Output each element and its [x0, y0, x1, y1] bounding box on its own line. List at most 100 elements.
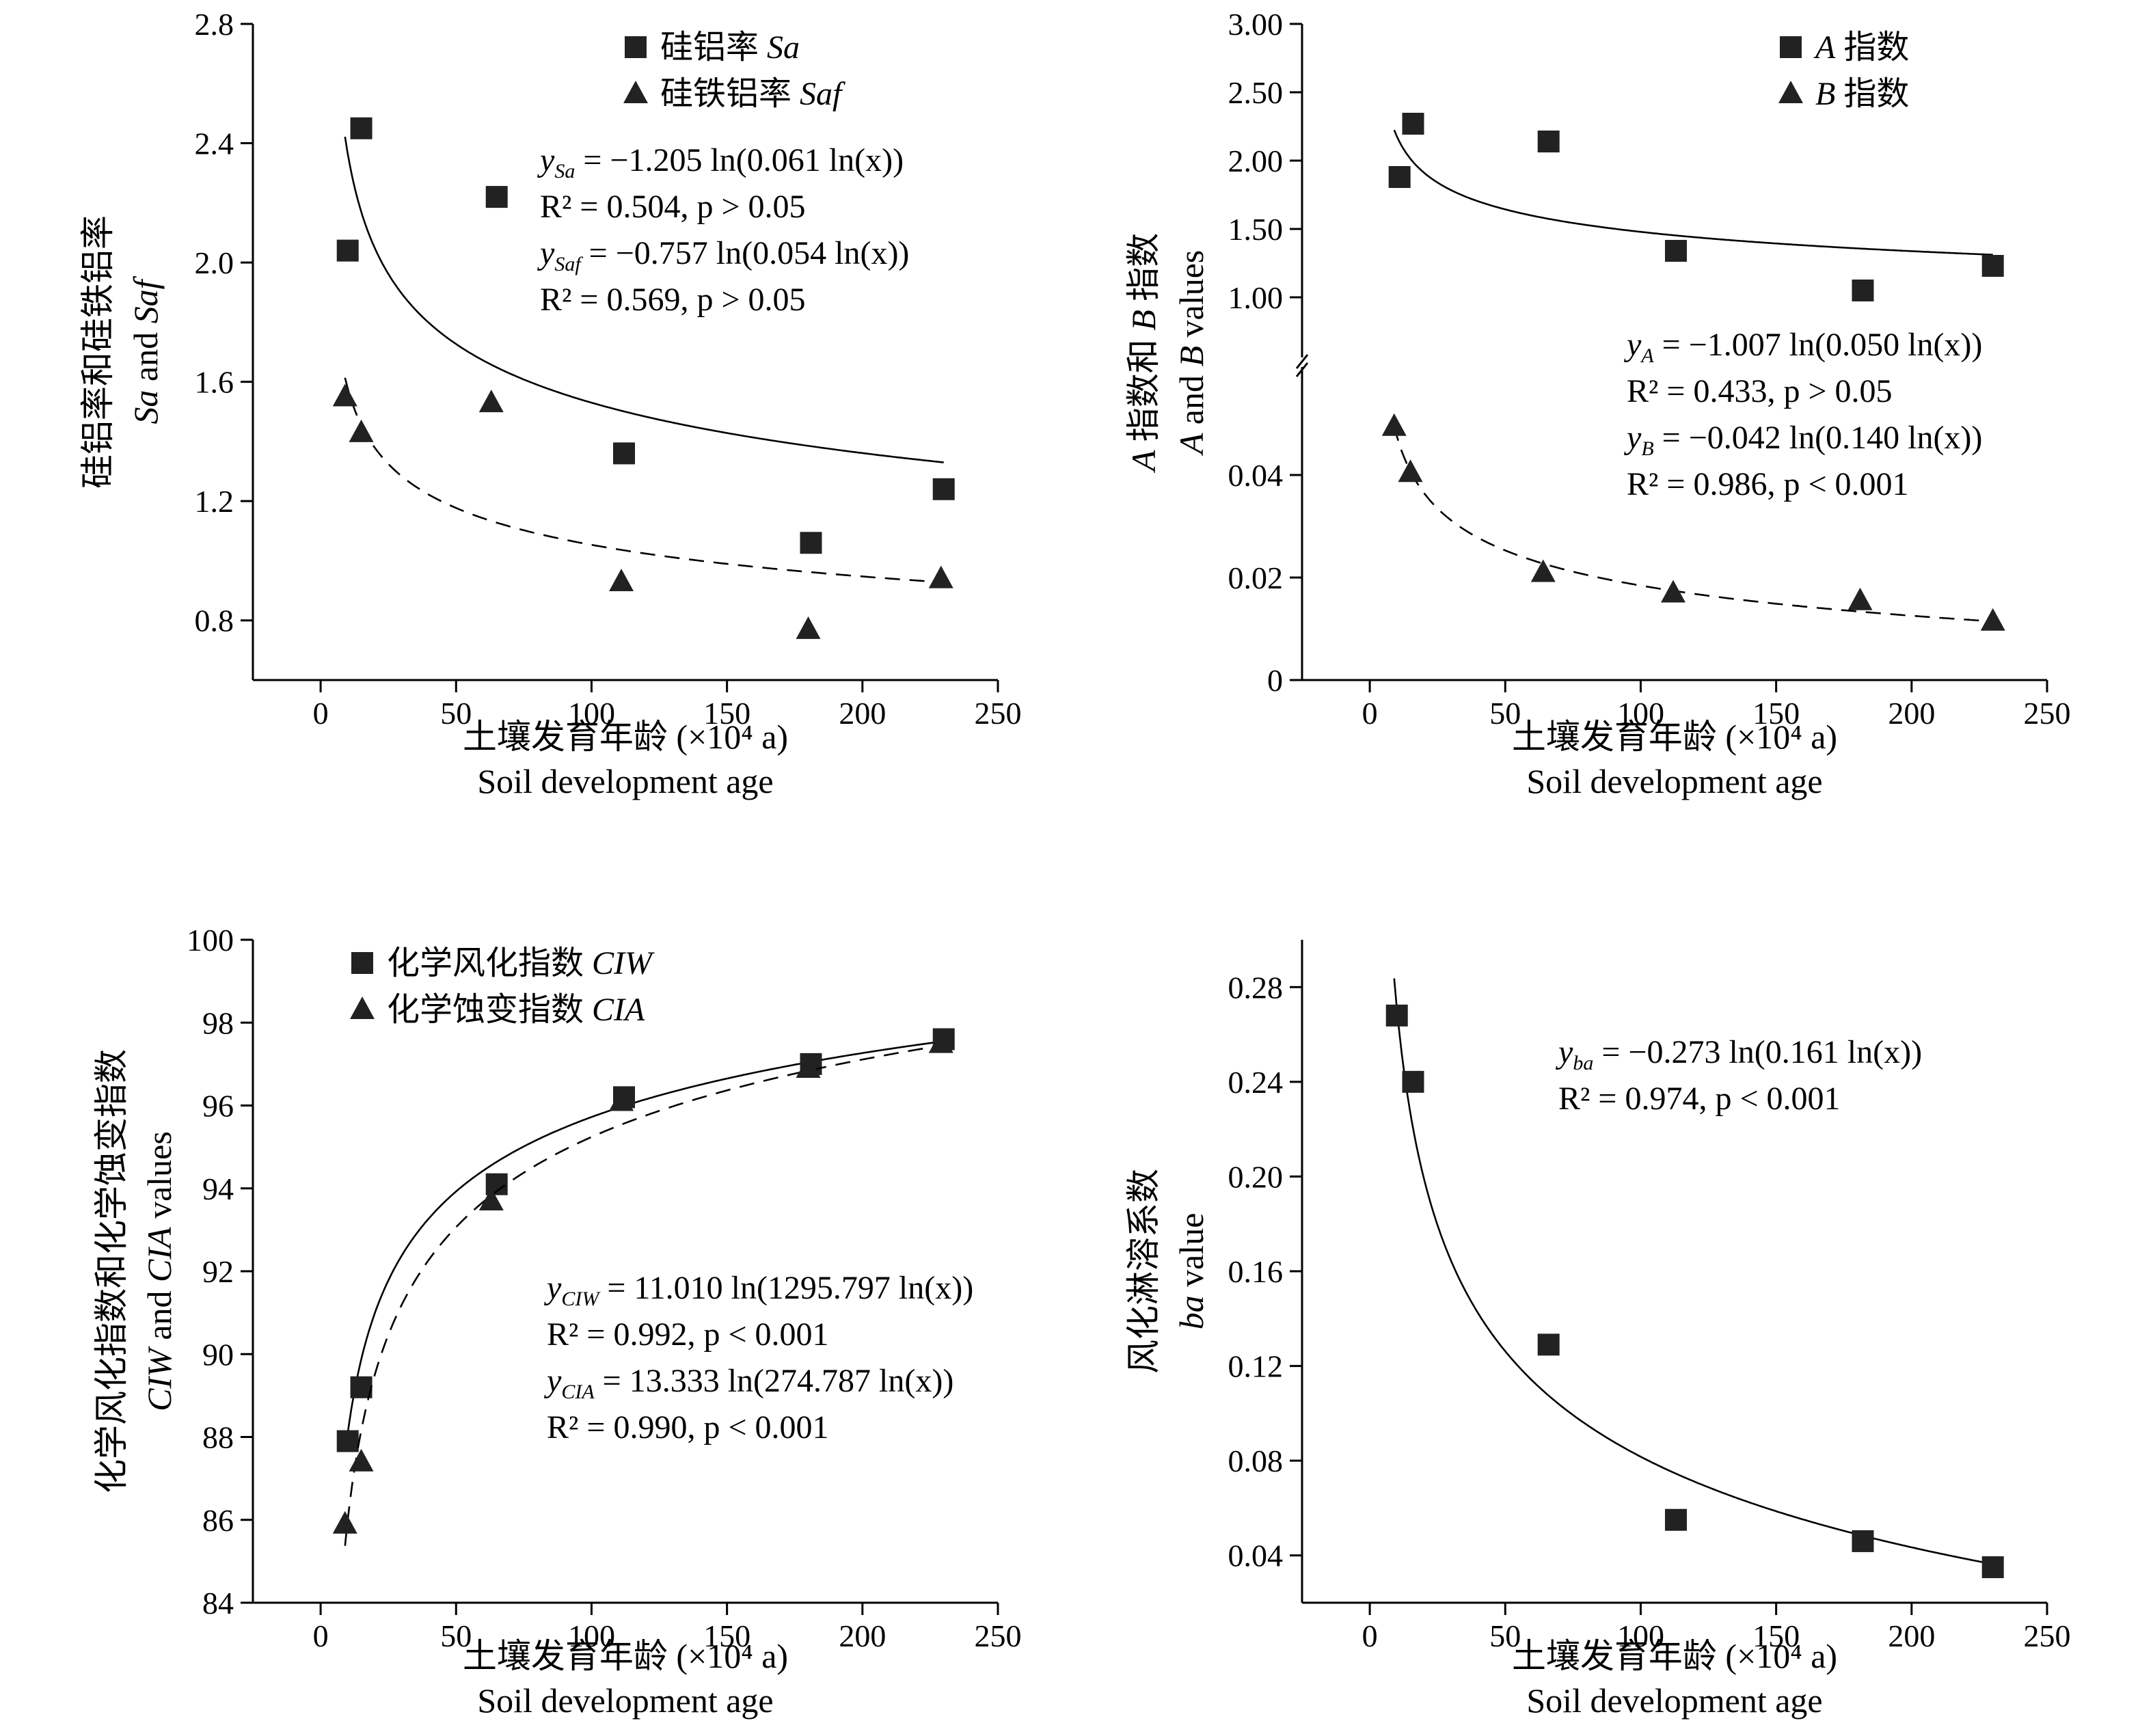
- ciw-xtick-label: 250: [975, 1618, 1022, 1653]
- ba-xtick-label: 100: [1617, 1618, 1664, 1653]
- ciw-equation-2: yCIA = 13.333 ln(274.787 ln(x)): [543, 1363, 953, 1403]
- ciw-xtick-label: 0: [313, 1618, 329, 1653]
- sa-point-triangle: [928, 565, 953, 588]
- sa-x-axis-label: 土壤发育年龄 (×10⁴ a): [463, 718, 788, 756]
- sa-point-square: [336, 239, 359, 262]
- ciw-point-triangle: [796, 1055, 821, 1078]
- ciw-ytick-label: 100: [187, 923, 234, 958]
- ab-point-square: [1402, 113, 1424, 135]
- ab-point-square: [1664, 240, 1687, 262]
- sa-ytick-label: 2.0: [195, 245, 234, 280]
- ab-xtick-label: 50: [1489, 696, 1521, 731]
- ba-ytick-label: 0.12: [1228, 1349, 1284, 1384]
- ba-point-square: [1664, 1508, 1687, 1531]
- ba-point-square: [1537, 1333, 1560, 1356]
- sa-xtick-label: 0: [313, 696, 329, 731]
- ab-axis-break-mark-2: [1295, 362, 1309, 377]
- ba-x-axis-label-en: Soil development age: [1526, 1681, 1822, 1720]
- ab-point-square: [1981, 255, 2004, 277]
- ab-equation-2: yB = −0.042 ln(0.140 ln(x)): [1623, 420, 1982, 460]
- ba-y-axis-label-en: ba value: [1172, 1213, 1210, 1330]
- ba-ytick-label: 0.04: [1228, 1538, 1284, 1573]
- ab-r2-1: R² = 0.433, p > 0.05: [1627, 373, 1893, 409]
- ab-y-axis-label: A 指数和 B 指数: [1124, 233, 1163, 474]
- ab-ytick-label: 1.00: [1228, 280, 1284, 315]
- ciw-point-triangle: [349, 1448, 374, 1471]
- sa-x-axis-label-en: Soil development age: [477, 762, 773, 800]
- ab-ytick-label: 1.50: [1228, 212, 1284, 247]
- ab-point-triangle: [1398, 459, 1423, 483]
- ciw-legend-square-icon: [351, 952, 373, 974]
- ciw-ytick-label: 84: [202, 1586, 234, 1620]
- ba-xtick-label: 200: [1888, 1618, 1935, 1653]
- ab-point-triangle: [1980, 608, 2005, 631]
- ciw-ytick-label: 88: [202, 1420, 234, 1455]
- chart-ciw-cia: 84 86 88 90 92 94 96 98 100 0 50 100 150 200 250 土壤发育年龄…: [92, 923, 1022, 1720]
- ab-point-triangle: [1661, 580, 1686, 603]
- ciw-y-axis-label-en: CIW and CIA values: [140, 1131, 178, 1411]
- ciw-ytick-label: 96: [202, 1089, 234, 1124]
- sa-equation-2: ySaf = −0.757 ln(0.054 ln(x)): [537, 235, 909, 275]
- sa-ytick-label: 1.2: [195, 484, 234, 519]
- ab-legend-triangle-icon: [1778, 81, 1803, 103]
- ab-equation-0: yA = −1.007 ln(0.050 ln(x)): [1623, 327, 1982, 367]
- sa-r2-3: R² = 0.569, p > 0.05: [540, 282, 806, 318]
- sa-legend-label-1: 硅铁铝率 Saf: [660, 76, 845, 112]
- ciw-xtick-label: 150: [703, 1618, 750, 1653]
- ba-ytick-label: 0.24: [1228, 1065, 1284, 1100]
- ciw-ytick-label: 98: [202, 1005, 234, 1040]
- ciw-point-triangle: [332, 1510, 357, 1534]
- ab-point-triangle: [1381, 413, 1407, 436]
- ba-ytick-label: 0.20: [1228, 1159, 1284, 1194]
- sa-ytick-label: 0.8: [195, 603, 234, 638]
- ciw-point-triangle: [928, 1030, 953, 1053]
- ab-xtick-label: 0: [1362, 696, 1378, 731]
- ab-legend-label-1: B 指数: [1815, 76, 1909, 112]
- ciw-ytick-label: 92: [202, 1254, 234, 1289]
- ciw-ytick-label: 90: [202, 1337, 234, 1372]
- ciw-equation-0: yCIW = 11.010 ln(1295.797 ln(x)): [543, 1270, 973, 1310]
- ciw-legend-label-1: 化学蚀变指数 CIA: [387, 992, 645, 1028]
- ab-xtick-label: 100: [1617, 696, 1664, 731]
- ba-xtick-label: 0: [1362, 1618, 1378, 1653]
- sa-ytick-label: 2.4: [195, 126, 234, 161]
- ab-legend-label-0: A 指数: [1813, 29, 1909, 66]
- ba-xtick-label: 150: [1752, 1618, 1800, 1653]
- ab-r2-3: R² = 0.986, p < 0.001: [1627, 466, 1909, 502]
- ciw-point-triangle: [478, 1187, 504, 1210]
- ab-point-triangle: [1847, 587, 1873, 610]
- sa-xtick-label: 150: [703, 696, 750, 731]
- ab-ytick-label: 2.50: [1228, 75, 1284, 110]
- ciw-xtick-label: 50: [440, 1618, 472, 1653]
- sa-point-triangle: [478, 390, 504, 413]
- ciw-ytick-label: 86: [202, 1503, 234, 1538]
- ab-ytick-label: 0.04: [1228, 458, 1284, 493]
- sa-ytick-label: 1.6: [195, 365, 234, 400]
- ba-r2-1: R² = 0.974, p < 0.001: [1558, 1081, 1841, 1117]
- ba-point-square: [1385, 1004, 1408, 1027]
- sa-legend-label-0: 硅铝率 Sa: [660, 29, 800, 66]
- sa-point-square: [613, 442, 636, 465]
- ba-xtick-label: 250: [2024, 1618, 2071, 1653]
- sa-xtick-label: 200: [839, 696, 886, 731]
- ab-xtick-label: 250: [2024, 696, 2071, 731]
- ab-axis-break-mark: [1295, 354, 1309, 369]
- ab-fit-curve-1: [1393, 426, 1993, 623]
- ba-x-axis-label: 土壤发育年龄 (×10⁴ a): [1512, 1637, 1837, 1675]
- ab-ytick-label: 2.00: [1228, 144, 1284, 178]
- sa-xtick-label: 250: [975, 696, 1022, 731]
- ab-y-axis-label-en: A and B values: [1172, 250, 1210, 457]
- sa-point-square: [932, 478, 955, 500]
- ciw-fit-curve-0: [345, 1040, 944, 1444]
- ciw-fit-curve-1: [344, 1044, 944, 1546]
- sa-point-triangle: [349, 419, 374, 442]
- sa-point-square: [485, 186, 508, 208]
- ba-xtick-label: 50: [1489, 1618, 1521, 1653]
- ab-legend-square-icon: [1780, 36, 1802, 58]
- ab-point-square: [1852, 280, 1874, 301]
- ab-xtick-label: 200: [1888, 696, 1935, 731]
- ab-point-square: [1388, 166, 1411, 188]
- ciw-y-axis-label: 化学风化指数和化学蚀变指数: [92, 1049, 131, 1493]
- ciw-xtick-label: 100: [568, 1618, 615, 1653]
